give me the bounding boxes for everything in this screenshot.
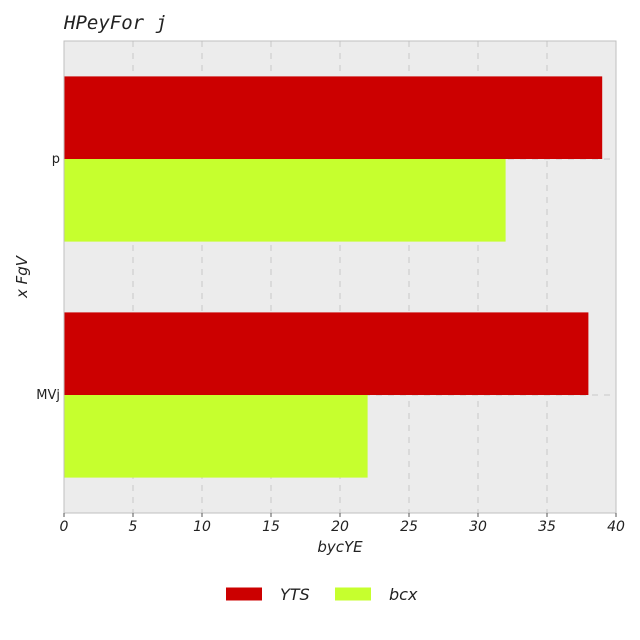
x-axis-label: bycYE [317,538,363,556]
bar-bcx-p [64,159,506,242]
x-axis-ticks: 0 5 10 15 20 25 30 35 40 [60,513,625,535]
bars [64,76,603,478]
x-tick-label: 25 [400,519,418,535]
x-tick-label: 0 [60,519,69,535]
x-tick-label: 40 [607,519,625,535]
y-tick-label: MVj [36,388,60,403]
legend-label-bcx: bcx [389,585,418,604]
x-tick-label: 15 [262,519,280,535]
x-tick-label: 20 [331,519,349,535]
legend-label-YTS: YTS [280,585,310,604]
chart-title: HPeyFor j [63,12,167,34]
bar-bcx-MVj [64,395,368,478]
y-tick-label: p [52,152,60,167]
x-tick-label: 5 [129,519,138,535]
y-axis-label: x FgV [13,254,31,299]
bar-YTS-p [64,76,603,159]
legend-swatch-bcx [335,587,371,601]
x-tick-label: 30 [469,519,487,535]
bar-YTS-MVj [64,312,589,395]
legend: YTS bcx [226,585,418,604]
legend-swatch-YTS [226,587,262,601]
x-tick-label: 35 [538,519,556,535]
x-tick-label: 10 [193,519,211,535]
y-axis-ticks: p MVj [36,152,60,403]
